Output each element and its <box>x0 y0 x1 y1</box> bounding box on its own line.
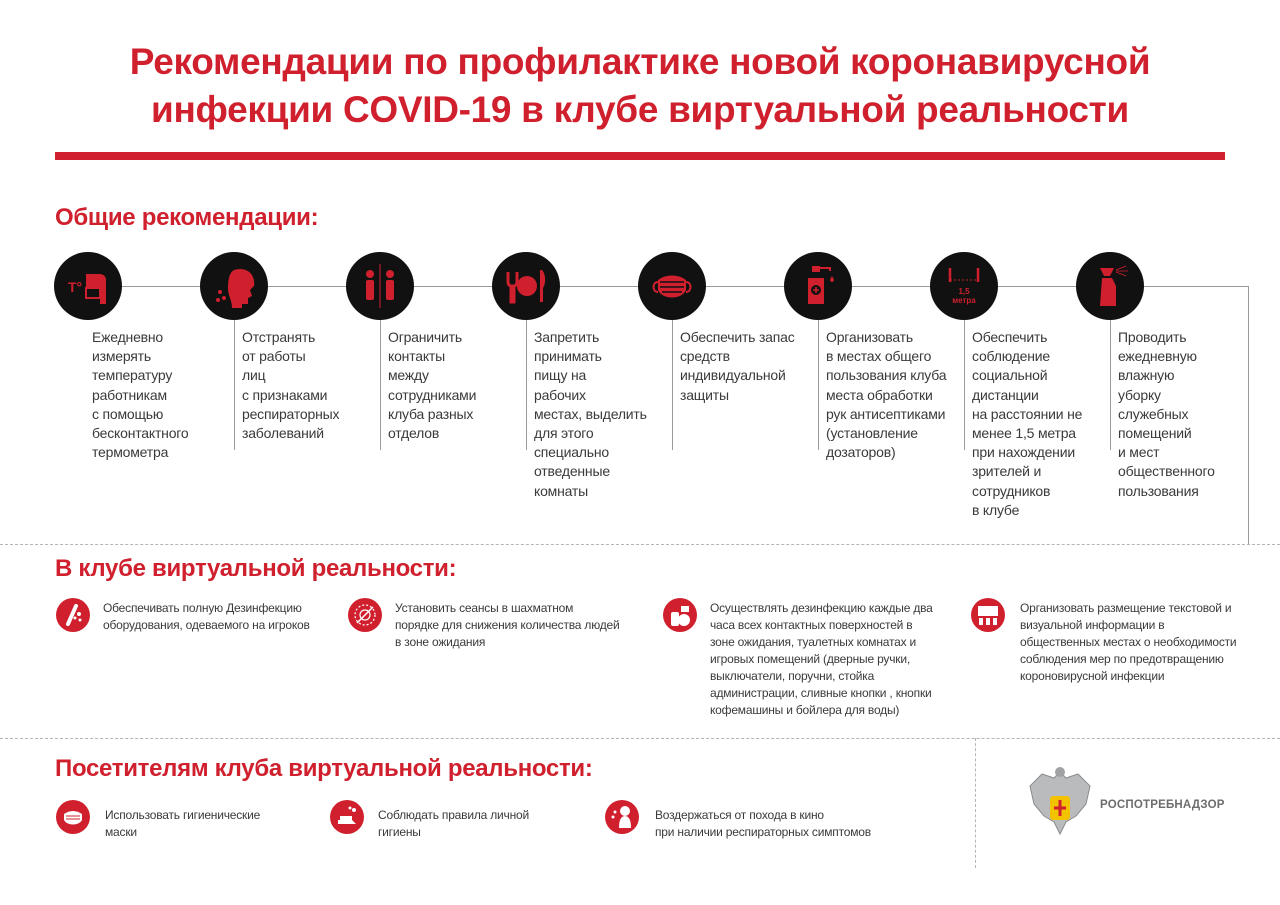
sick-person-icon <box>611 806 631 828</box>
club-item-icon <box>56 598 90 632</box>
presentation-board-icon <box>978 606 998 625</box>
disinfection-icon <box>66 604 82 626</box>
step-divider <box>526 320 527 450</box>
title-underline <box>55 152 1225 160</box>
visitor-item-text: Воздержаться от похода в кино при наличи… <box>655 808 871 839</box>
step-divider <box>964 320 965 450</box>
club-item-icon <box>348 598 382 632</box>
general-heading: Общие рекомендации: <box>55 204 319 231</box>
svg-text:T°: T° <box>68 279 82 295</box>
svg-text:метра: метра <box>952 296 976 305</box>
step-icon-circle: 1,5 метра <box>930 252 998 320</box>
step-icon-circle <box>492 252 560 320</box>
coat-of-arms-icon <box>1024 764 1096 840</box>
separated-people-icon <box>366 264 394 308</box>
cleaning-supplies-icon <box>671 606 690 626</box>
step-icon-circle: T° <box>54 252 122 320</box>
general-item-text: Запретить принимать пищу на рабочих мест… <box>534 329 647 499</box>
club-item-text: Установить сеансы в шахматном порядке дл… <box>395 601 620 649</box>
step-icon-circle <box>200 252 268 320</box>
visitor-item-text: Соблюдать правила личной гигиены <box>378 808 530 839</box>
thermometer-icon: T° <box>68 274 106 304</box>
general-item-text: Обеспечить соблюдение социальной дистанц… <box>972 329 1083 518</box>
club-item-text: Обеспечивать полную Дезинфекцию оборудов… <box>103 601 310 632</box>
section-divider <box>0 544 1280 545</box>
logo-divider <box>975 738 976 868</box>
face-mask-icon <box>652 275 692 298</box>
no-virus-icon <box>354 604 376 626</box>
club-item-icon <box>971 598 1005 632</box>
general-item-text: Отстранять от работы лиц с признаками ре… <box>242 329 340 442</box>
club-item-icon <box>663 598 697 632</box>
visitor-item-icon <box>605 800 639 834</box>
timeline-connector <box>1248 286 1249 544</box>
step-divider <box>234 320 235 450</box>
general-item-text: Организовать в местах общего пользования… <box>826 329 947 461</box>
hand-washing-icon <box>338 806 356 824</box>
club-item-text: Осуществлять дезинфекцию каждые два часа… <box>710 601 933 717</box>
logo-text: РОСПОТРЕБНАДЗОР <box>1100 799 1225 811</box>
step-icon-circle <box>638 252 706 320</box>
visitor-item-text: Использовать гигиенические маски <box>105 808 261 839</box>
svg-text:1,5: 1,5 <box>958 287 970 296</box>
sanitizer-dispenser-icon <box>808 266 834 304</box>
title-line-2: инфекции COVID-19 в клубе виртуальной ре… <box>151 89 1129 130</box>
section-divider <box>0 738 1280 739</box>
title-line-1: Рекомендации по профилактике новой корон… <box>129 41 1151 82</box>
page-title: Рекомендации по профилактике новой корон… <box>0 38 1280 134</box>
cutlery-plate-icon <box>506 270 546 304</box>
step-divider <box>818 320 819 450</box>
spray-bottle-icon <box>1100 265 1128 306</box>
step-icon-circle <box>784 252 852 320</box>
general-item-text: Ежедневно измерять температуру работника… <box>92 329 189 461</box>
step-icon-circle <box>346 252 414 320</box>
step-icon-circle <box>1076 252 1144 320</box>
visitor-item-icon <box>56 800 90 834</box>
visitors-heading: Посетителям клуба виртуальной реальности… <box>55 755 593 782</box>
club-item-text: Организовать размещение текстовой и визу… <box>1020 601 1237 683</box>
club-heading: В клубе виртуальной реальности: <box>55 555 457 582</box>
general-item-text: Проводить ежедневную влажную уборку служ… <box>1118 329 1215 499</box>
step-divider <box>380 320 381 450</box>
general-item-text: Обеспечить запас средств индивидуальной … <box>680 329 795 403</box>
step-divider <box>1110 320 1111 450</box>
general-item-text: Ограничить контакты между сотрудниками к… <box>388 329 477 442</box>
sneezing-person-icon <box>216 268 255 308</box>
visitor-item-icon <box>330 800 364 834</box>
mask-icon <box>64 811 82 825</box>
step-divider <box>672 320 673 450</box>
